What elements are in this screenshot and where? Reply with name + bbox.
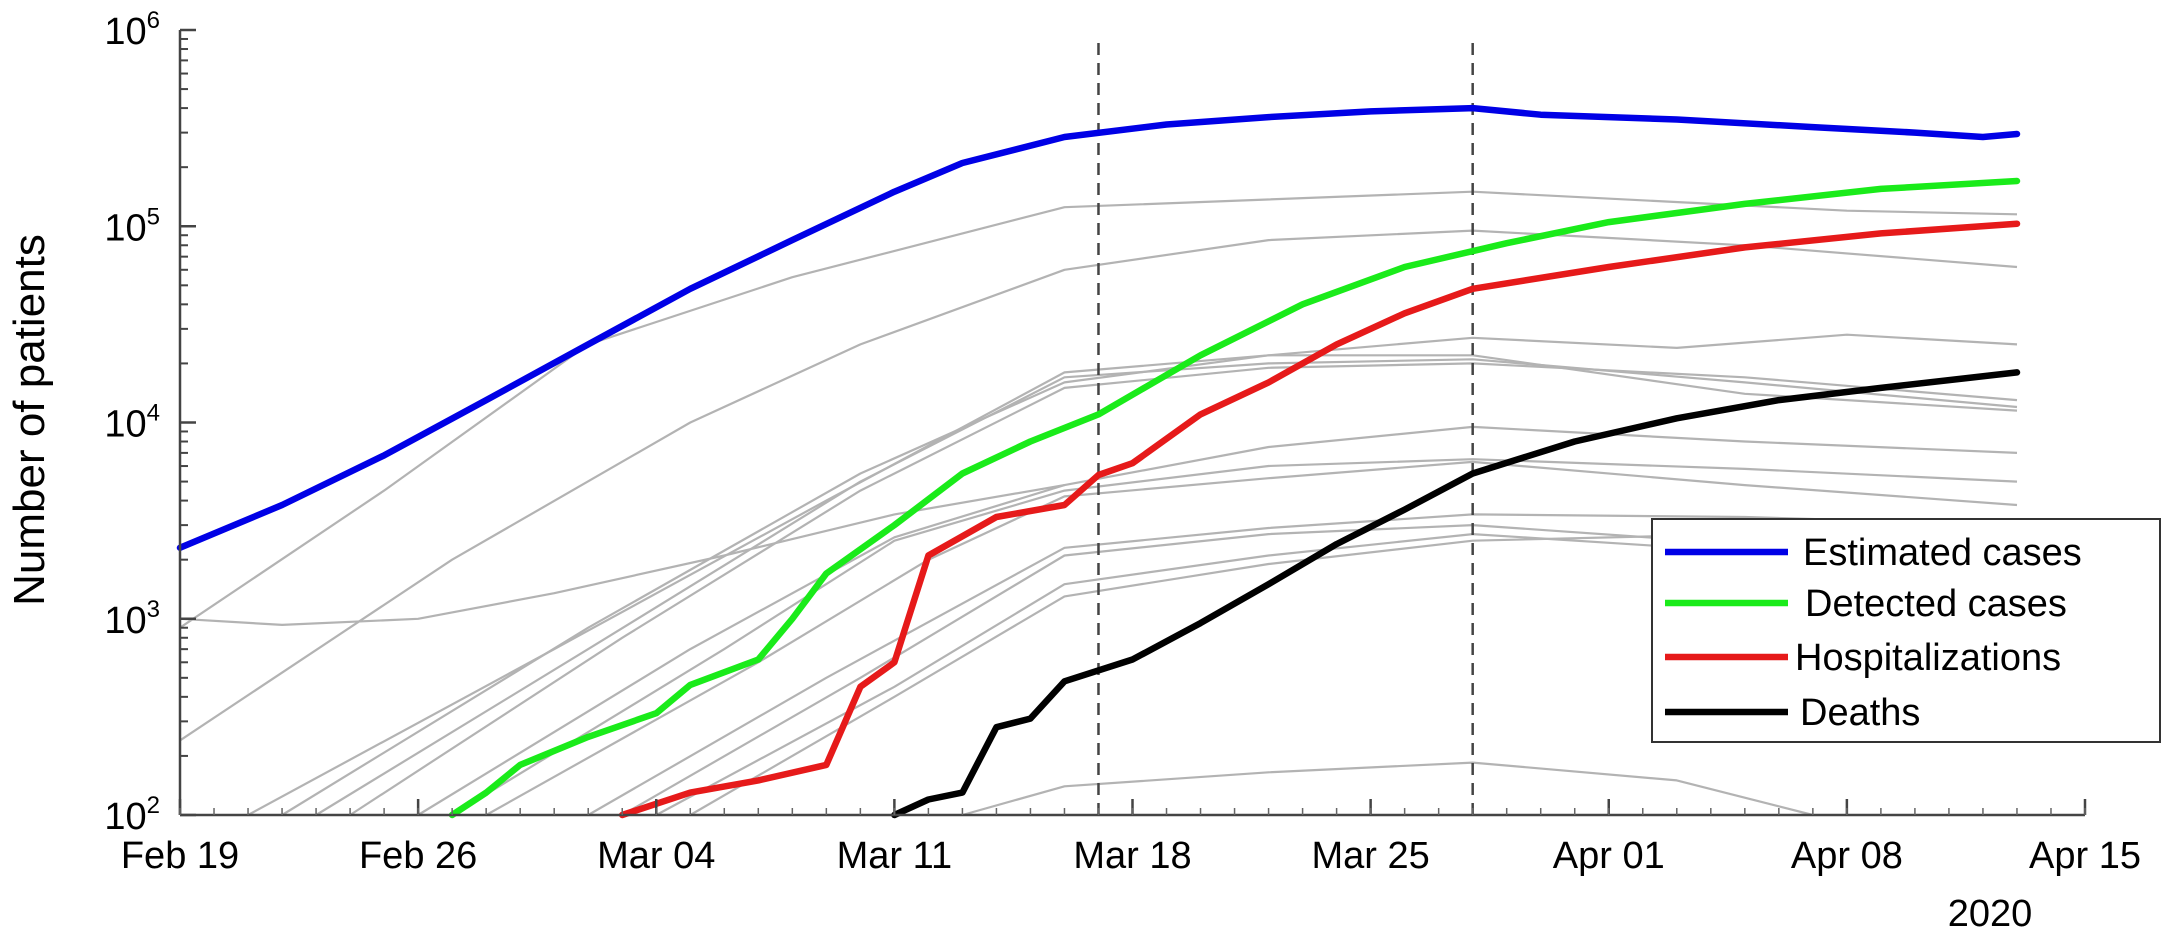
y-tick-label: 104: [104, 400, 160, 446]
x-tick-label: Mar 11: [837, 835, 952, 877]
x-tick-label: Apr 08: [1791, 835, 1903, 877]
x-tick-label: Mar 25: [1311, 835, 1429, 877]
background-line-2: [179, 190, 2018, 629]
series-line-detected-cases: [448, 177, 2021, 819]
x-tick-label: Feb 26: [359, 835, 477, 877]
background-line-15: [962, 761, 1814, 817]
axes: 102 103 104 105 106 Feb 19 Feb 26 Mar 04 Mar 11 M…: [104, 7, 2141, 877]
legend-label: Hospitalizations: [1795, 637, 2061, 679]
series-line-hospitalizations: [618, 220, 2021, 819]
legend-box: [1651, 518, 2161, 743]
y-axis-label: Number of patients: [5, 234, 54, 606]
x-tick-label: Mar 18: [1073, 835, 1191, 877]
y-tick-label: 103: [104, 596, 160, 642]
reference-lines: [1097, 36, 1474, 815]
background-line-9: [451, 458, 2018, 816]
x-tick-label: Mar 04: [597, 835, 715, 877]
x-tick-label: Apr 01: [1553, 835, 1665, 877]
legend-label: Detected cases: [1805, 583, 2067, 625]
series-line-estimated-cases: [176, 104, 2021, 552]
series-lines: [176, 104, 2021, 819]
legend-label: Estimated cases: [1803, 532, 2082, 574]
legend-label: Deaths: [1800, 692, 1920, 734]
background-line-10: [485, 460, 2018, 816]
background-line-3: [179, 229, 2018, 742]
y-tick-label: 102: [104, 792, 160, 838]
background-line-8: [417, 425, 2018, 816]
year-label: 2020: [1948, 893, 2033, 935]
background-line-11: [587, 513, 2018, 816]
background-line-1: [179, 484, 1065, 627]
x-tick-label: Feb 19: [121, 835, 239, 877]
background-line-7: [281, 354, 2018, 816]
x-tick-label: Apr 15: [2029, 835, 2141, 877]
background-line-5: [315, 358, 2018, 816]
legend: Estimated cases Detected cases Hospitaliza…: [1651, 518, 2161, 743]
series-line-deaths: [891, 369, 2021, 819]
y-tick-label: 106: [104, 7, 160, 53]
y-tick-label: 105: [104, 203, 160, 249]
